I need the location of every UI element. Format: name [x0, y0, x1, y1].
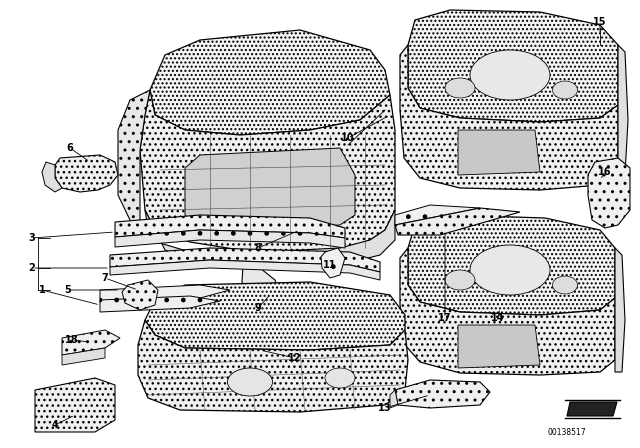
Polygon shape [400, 45, 618, 190]
Ellipse shape [445, 270, 475, 290]
Polygon shape [185, 148, 355, 232]
Polygon shape [395, 380, 490, 408]
Text: 4: 4 [52, 420, 58, 430]
Polygon shape [150, 30, 390, 135]
Ellipse shape [470, 245, 550, 295]
Polygon shape [122, 280, 158, 310]
Polygon shape [62, 348, 105, 365]
Text: 15: 15 [593, 17, 607, 27]
Polygon shape [118, 90, 150, 230]
Ellipse shape [552, 276, 577, 294]
Polygon shape [400, 248, 615, 375]
Text: 10: 10 [341, 133, 355, 143]
Polygon shape [138, 320, 408, 412]
Text: 2: 2 [29, 263, 35, 273]
Polygon shape [395, 205, 480, 225]
Polygon shape [390, 390, 398, 408]
Text: 13: 13 [378, 403, 392, 413]
Text: 6: 6 [67, 143, 74, 153]
Polygon shape [100, 285, 230, 302]
Text: 9: 9 [255, 303, 261, 313]
Text: 17: 17 [438, 313, 452, 323]
Text: 7: 7 [102, 273, 108, 283]
Ellipse shape [227, 368, 273, 396]
Text: 8: 8 [255, 243, 261, 253]
Text: 11: 11 [323, 260, 337, 270]
Text: 3: 3 [29, 233, 35, 243]
Text: 18: 18 [65, 335, 79, 345]
Polygon shape [588, 158, 630, 228]
Polygon shape [242, 258, 280, 307]
Polygon shape [115, 230, 345, 248]
Polygon shape [55, 155, 118, 192]
Text: 5: 5 [65, 285, 72, 295]
Polygon shape [115, 215, 345, 238]
Polygon shape [140, 90, 395, 252]
Polygon shape [567, 402, 617, 416]
Polygon shape [395, 208, 520, 235]
Text: 1: 1 [38, 285, 45, 295]
Polygon shape [408, 10, 618, 122]
Polygon shape [42, 162, 62, 192]
Polygon shape [321, 248, 345, 278]
Polygon shape [458, 130, 540, 175]
Ellipse shape [325, 368, 355, 388]
Polygon shape [110, 260, 380, 280]
Polygon shape [35, 378, 115, 432]
Polygon shape [100, 296, 220, 312]
Polygon shape [615, 248, 625, 372]
Polygon shape [145, 282, 405, 350]
Ellipse shape [552, 81, 577, 99]
Ellipse shape [445, 78, 475, 98]
Ellipse shape [470, 50, 550, 100]
Polygon shape [618, 45, 628, 175]
Text: 14: 14 [492, 313, 505, 323]
Polygon shape [110, 248, 380, 272]
Polygon shape [62, 330, 120, 355]
Text: 16: 16 [598, 167, 612, 177]
Polygon shape [145, 210, 395, 268]
Polygon shape [408, 215, 615, 315]
Text: 12: 12 [288, 353, 301, 363]
Text: 00138517: 00138517 [548, 427, 586, 436]
Polygon shape [458, 325, 540, 368]
